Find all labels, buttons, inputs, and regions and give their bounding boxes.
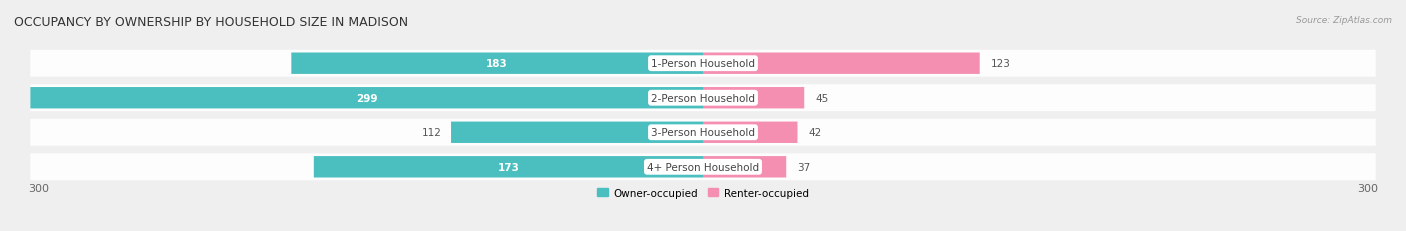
Text: 299: 299 <box>356 93 377 103</box>
Text: 300: 300 <box>28 183 49 193</box>
Text: 45: 45 <box>815 93 828 103</box>
Text: 2-Person Household: 2-Person Household <box>651 93 755 103</box>
Text: 112: 112 <box>422 128 441 138</box>
Text: 3-Person Household: 3-Person Household <box>651 128 755 138</box>
Text: 183: 183 <box>486 59 508 69</box>
FancyBboxPatch shape <box>314 156 703 178</box>
Text: 173: 173 <box>498 162 519 172</box>
FancyBboxPatch shape <box>291 53 703 75</box>
FancyBboxPatch shape <box>703 156 786 178</box>
FancyBboxPatch shape <box>31 51 1375 77</box>
Text: 300: 300 <box>1357 183 1378 193</box>
Text: 123: 123 <box>991 59 1011 69</box>
Text: 42: 42 <box>808 128 823 138</box>
FancyBboxPatch shape <box>31 154 1375 180</box>
FancyBboxPatch shape <box>31 88 703 109</box>
Text: 1-Person Household: 1-Person Household <box>651 59 755 69</box>
Text: OCCUPANCY BY OWNERSHIP BY HOUSEHOLD SIZE IN MADISON: OCCUPANCY BY OWNERSHIP BY HOUSEHOLD SIZE… <box>14 16 408 29</box>
Text: 37: 37 <box>797 162 811 172</box>
FancyBboxPatch shape <box>703 53 980 75</box>
FancyBboxPatch shape <box>31 85 1375 112</box>
FancyBboxPatch shape <box>31 119 1375 146</box>
Text: 4+ Person Household: 4+ Person Household <box>647 162 759 172</box>
FancyBboxPatch shape <box>703 88 804 109</box>
FancyBboxPatch shape <box>703 122 797 143</box>
Legend: Owner-occupied, Renter-occupied: Owner-occupied, Renter-occupied <box>593 184 813 202</box>
Text: Source: ZipAtlas.com: Source: ZipAtlas.com <box>1296 16 1392 25</box>
FancyBboxPatch shape <box>451 122 703 143</box>
